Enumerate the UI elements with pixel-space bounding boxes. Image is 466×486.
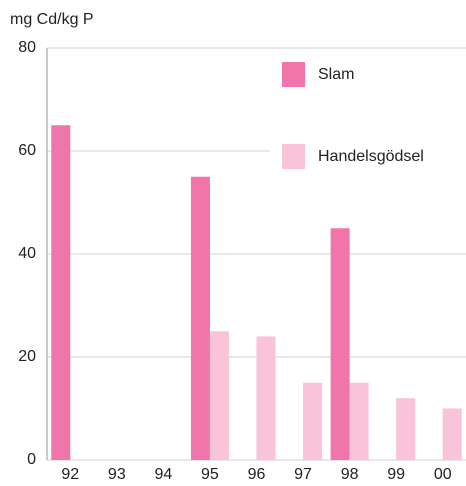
x-tick-label: 96: [248, 466, 266, 483]
x-tick-label: 98: [341, 466, 359, 483]
bar: [303, 382, 323, 460]
bar: [51, 125, 71, 460]
legend-label: Handelsgödsel: [318, 148, 424, 165]
bar: [349, 382, 369, 460]
bar: [190, 176, 210, 460]
legend-label: Slam: [318, 66, 354, 83]
y-axis-label: mg Cd/kg P: [10, 11, 94, 28]
x-tick-label: 00: [434, 466, 452, 483]
x-tick-label: 94: [154, 466, 172, 483]
x-tick-label: 92: [61, 466, 79, 483]
y-tick-label: 0: [27, 451, 36, 468]
x-tick-label: 99: [387, 466, 405, 483]
x-tick-label: 93: [108, 466, 126, 483]
bar: [442, 408, 462, 460]
y-tick-label: 80: [18, 39, 36, 56]
bar: [256, 336, 276, 460]
y-tick-label: 60: [18, 142, 36, 159]
legend-swatch: [282, 62, 305, 87]
bar: [209, 331, 229, 460]
x-tick-label: 95: [201, 466, 219, 483]
bar: [330, 228, 350, 460]
y-tick-label: 20: [18, 348, 36, 365]
legend-swatch: [282, 144, 305, 169]
bar: [396, 398, 416, 460]
x-tick-label: 97: [294, 466, 312, 483]
y-tick-label: 40: [18, 245, 36, 262]
